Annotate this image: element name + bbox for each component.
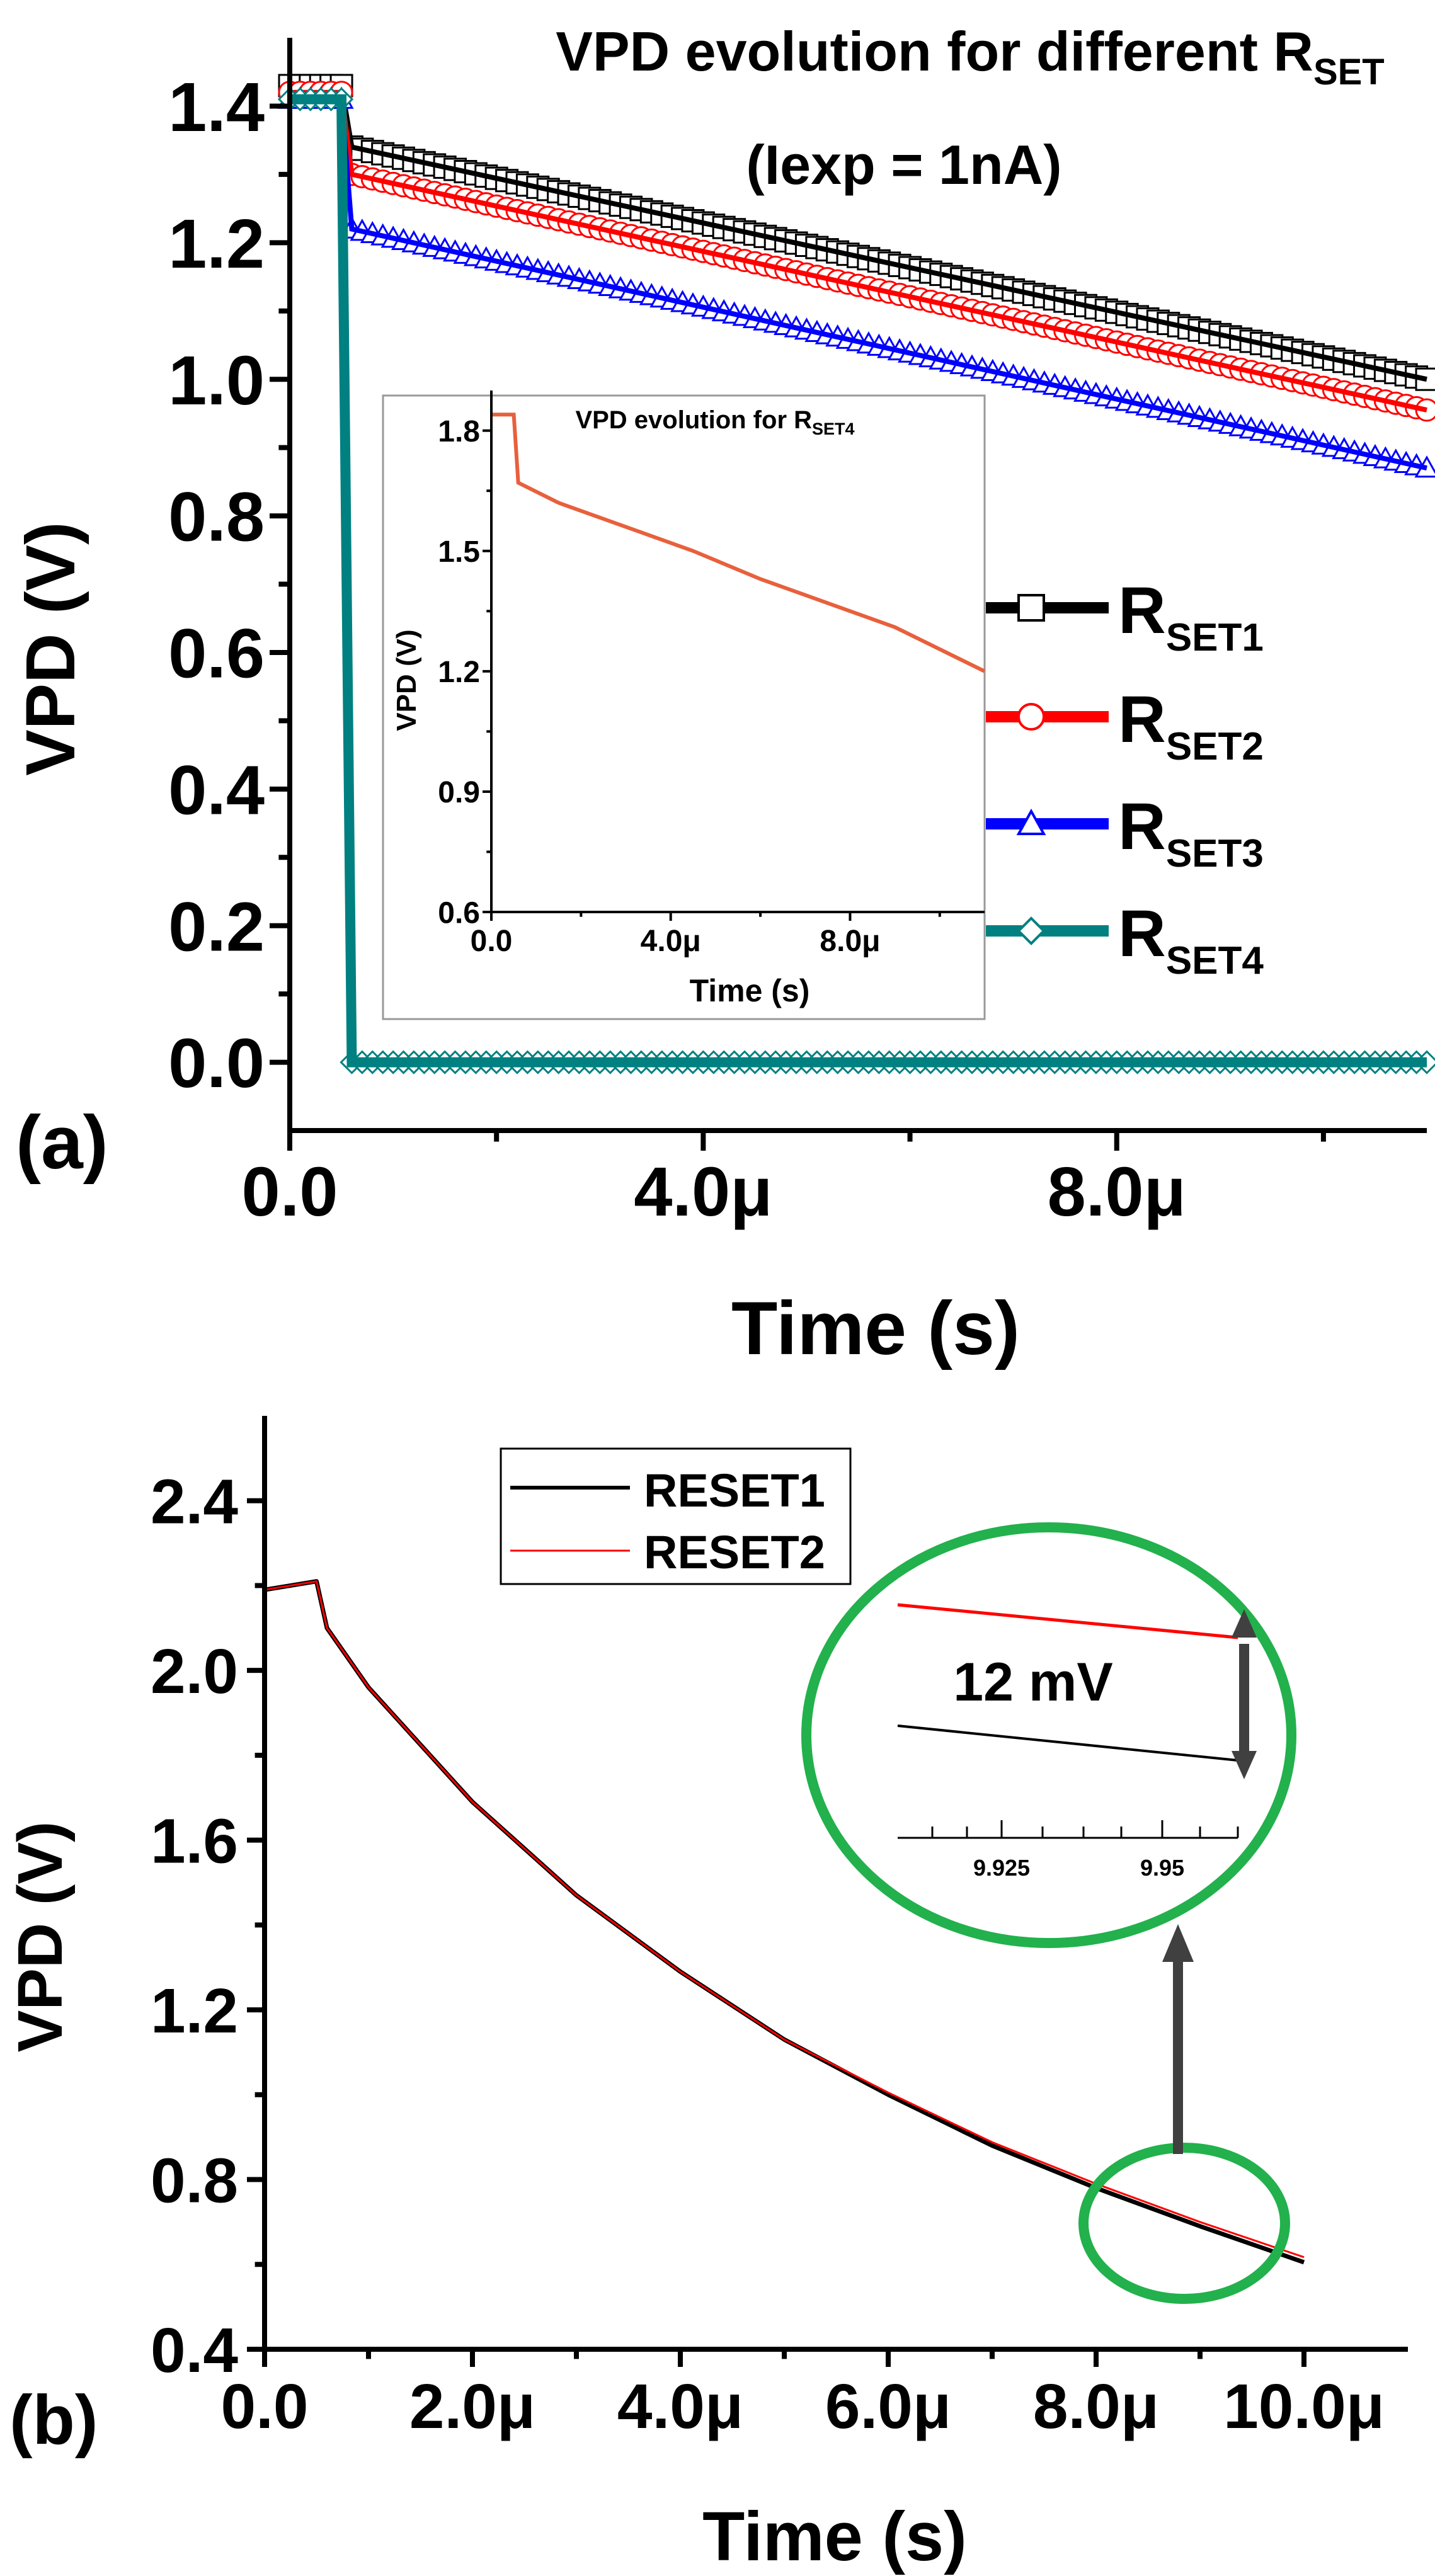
x-tick-label: 6.0μ	[825, 2371, 951, 2442]
panel-a-subtitle: (Iexp = 1nA)	[746, 134, 1061, 196]
x-tick-label: 8.0μ	[820, 925, 880, 958]
panel-a-legend: RSET1 RSET2 RSET3 RSET4	[986, 574, 1264, 983]
x-tick-label: 4.0μ	[634, 1153, 772, 1231]
y-tick-label: 0.9	[438, 776, 480, 809]
panel-a-axes: 0.0 4.0μ 8.0μ 0.0 0.2 0.4 0.6 0.8 1.0 1.2 1.4	[168, 38, 1427, 1231]
x-tick-label: 10.0μ	[1223, 2371, 1385, 2442]
x-tick-label: 8.0μ	[1048, 1153, 1186, 1231]
inset-series-line	[491, 413, 986, 673]
zoom-annotation: 9.925 9.95 12 mV	[801, 1522, 1296, 2304]
x-tick-label: 0.0	[220, 2371, 308, 2442]
x-tick-label: 8.0μ	[1033, 2371, 1159, 2442]
zoom-tick-label: 9.925	[973, 1855, 1030, 1881]
y-tick-label: 2.0	[151, 1636, 238, 1707]
zoom-red-line	[897, 1603, 1238, 1639]
panel-b: 0.0 2.0μ 4.0μ 6.0μ 8.0μ 10.0μ 0.4 0.8 1.2 1.6 2.0 2…	[5, 1416, 1408, 2575]
x-tick-label: 0.0	[471, 925, 513, 958]
panel-b-axes: 0.0 2.0μ 4.0μ 6.0μ 8.0μ 10.0μ 0.4 0.8 1.2 1.6 2.0 2…	[151, 1416, 1408, 2442]
x-tick-label: 2.0μ	[409, 2371, 535, 2442]
inset-title: VPD evolution for RSET4	[575, 406, 854, 438]
zoom-circle-large	[801, 1522, 1296, 1948]
y-tick-label: 0.0	[168, 1025, 265, 1102]
y-tick-label: 0.6	[168, 615, 265, 693]
difference-arrow-head-down	[1232, 1751, 1257, 1779]
x-tick-label: 0.0	[242, 1153, 338, 1231]
panel-a: VPD evolution for different RSET (Iexp =…	[12, 20, 1435, 1371]
y-tick-label: 0.2	[168, 888, 265, 966]
inset-xlabel: Time (s)	[690, 973, 810, 1008]
panel-a-xlabel: Time (s)	[731, 1286, 1020, 1371]
panel-a-label: (a)	[16, 1100, 108, 1185]
legend-label-series-rset1: RSET1	[1118, 574, 1264, 659]
y-tick-label: 1.5	[438, 535, 480, 569]
y-tick-label: 1.2	[168, 205, 265, 283]
panel-b-legend: RESET1 RESET2	[500, 1447, 852, 1585]
legend-label-reset1: RESET1	[644, 1464, 825, 1517]
y-tick-label: 1.6	[151, 1806, 238, 1877]
y-tick-label: 1.8	[438, 415, 480, 448]
inset-plot-area	[491, 413, 986, 673]
y-tick-label: 0.6	[438, 896, 480, 930]
inset-axes: 0.0 4.0μ 8.0μ 0.6 0.9 1.2 1.5 1.8	[438, 390, 985, 958]
zoom-connector-arrow-head	[1162, 1924, 1194, 1962]
panel-b-legend-box	[500, 1447, 852, 1585]
y-tick-label: 0.4	[168, 751, 265, 829]
panel-b-label: (b)	[9, 2381, 98, 2459]
difference-label: 12 mV	[953, 1652, 1112, 1713]
y-tick-label: 1.0	[168, 342, 265, 419]
legend-label-series-rset2: RSET2	[1118, 683, 1264, 768]
x-tick-label: 4.0μ	[617, 2371, 743, 2442]
y-tick-label: 0.4	[151, 2315, 238, 2386]
y-tick-label: 0.8	[151, 2146, 238, 2216]
legend-label-series-rset4: RSET4	[1118, 897, 1264, 983]
legend-marker-series-rset2	[1017, 703, 1045, 731]
legend-marker-series-rset4	[1017, 916, 1046, 945]
series-rset4-line	[290, 94, 1427, 1068]
inset-background	[382, 394, 986, 1020]
difference-arrow-head-up	[1232, 1609, 1257, 1638]
zoom-tick-label: 9.95	[1140, 1855, 1184, 1881]
y-tick-label: 1.4	[168, 69, 265, 146]
y-tick-label: 1.2	[151, 1976, 238, 2046]
zoom-circle-small	[1078, 2143, 1290, 2304]
x-tick-label: 4.0μ	[641, 925, 701, 958]
legend-marker-series-rset3	[1016, 808, 1046, 835]
inset-chart: VPD evolution for RSET4 0.0 4.0μ 8.0μ0.60.…	[382, 390, 986, 1020]
zoom-black-line	[897, 1724, 1238, 1762]
panel-a-ylabel: VPD (V)	[12, 521, 89, 775]
inset-ylabel: VPD (V)	[391, 629, 422, 731]
legend-marker-series-rset1	[1017, 594, 1045, 622]
panel-b-ylabel: VPD (V)	[5, 1821, 76, 2053]
panel-b-xlabel: Time (s)	[702, 2498, 967, 2575]
y-tick-label: 1.2	[438, 656, 480, 689]
legend-label-reset2: RESET2	[644, 1526, 825, 1578]
panel-a-plot-area	[277, 74, 1435, 1074]
y-tick-label: 0.8	[168, 479, 265, 556]
panel-a-title: VPD evolution for different RSET	[556, 20, 1385, 93]
y-tick-label: 2.4	[151, 1467, 238, 1537]
legend-label-series-rset3: RSET3	[1118, 790, 1264, 875]
